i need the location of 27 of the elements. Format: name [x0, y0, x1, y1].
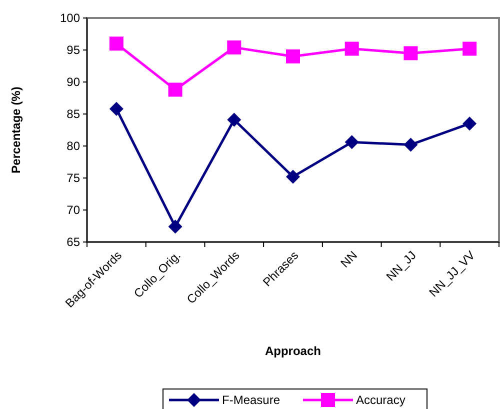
- point: [344, 42, 359, 56]
- point: [286, 49, 300, 64]
- x-axis-title: Approach: [264, 344, 322, 358]
- legend-label: Accuracy: [356, 393, 406, 408]
- y-tick-label: 90: [66, 75, 80, 90]
- y-axis-title: Percentage (%): [9, 86, 23, 174]
- point: [404, 138, 418, 152]
- y-tick-label: 65: [66, 235, 80, 250]
- point: [109, 102, 124, 116]
- legend-label: F-Measure: [222, 393, 280, 408]
- y-tick-label: 100: [60, 11, 80, 26]
- y-tick-label: 80: [66, 139, 80, 154]
- y-tick-label: 85: [66, 107, 80, 122]
- point: [462, 116, 477, 131]
- y-tick-label: 95: [66, 43, 80, 58]
- point: [227, 40, 242, 54]
- point: [404, 46, 418, 60]
- x-tick-label: NN: [338, 248, 360, 270]
- y-tick-label: 75: [66, 171, 80, 186]
- y-tick-label: 70: [66, 203, 80, 218]
- point: [168, 82, 182, 97]
- point: [168, 220, 182, 234]
- point: [286, 170, 300, 184]
- point: [227, 112, 242, 127]
- point: [109, 36, 124, 51]
- point: [344, 135, 359, 150]
- point: [462, 42, 477, 56]
